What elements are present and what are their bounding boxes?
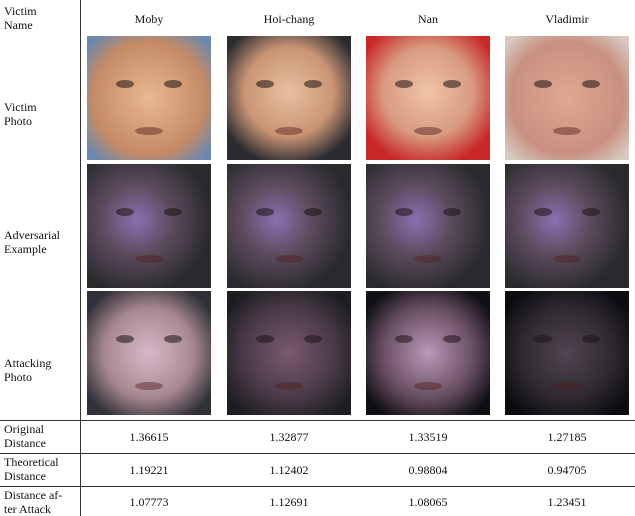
face-photo	[87, 164, 211, 288]
distance-value: 1.27185	[547, 430, 587, 444]
row-label: Attacking Photo	[4, 356, 51, 384]
row-divider	[0, 486, 635, 487]
distance-value: 1.33519	[408, 430, 448, 444]
row-label: Victim Name	[4, 4, 37, 32]
face-photo	[366, 164, 490, 288]
row-label: Adversarial Example	[4, 228, 60, 256]
row-label-line: Name	[4, 18, 33, 32]
row-label-line: Distance	[4, 469, 46, 483]
row-label-line: Theoretical	[4, 455, 59, 469]
distance-value: 1.23451	[547, 495, 587, 509]
face-photo	[505, 36, 629, 160]
distance-value: 1.12691	[269, 495, 309, 509]
face-photo	[227, 164, 351, 288]
face-photo	[366, 36, 490, 160]
row-divider	[0, 453, 635, 454]
face-photo	[87, 36, 211, 160]
face-photo	[366, 291, 490, 415]
victim-name: Nan	[418, 12, 438, 26]
row-label-line: ter Attack	[4, 502, 51, 516]
distance-value: 0.94705	[547, 463, 587, 477]
row-label-line: Photo	[4, 370, 33, 384]
row-label-line: Distance	[4, 436, 46, 450]
face-photo	[505, 164, 629, 288]
face-photo	[505, 291, 629, 415]
distance-value: 1.08065	[408, 495, 448, 509]
row-label-line: Victim	[4, 4, 37, 18]
face-photo	[227, 36, 351, 160]
victim-name: Moby	[134, 12, 164, 26]
row-label-line: Distance af-	[4, 488, 63, 502]
face-photo	[227, 291, 351, 415]
row-label-line: Attacking	[4, 356, 52, 370]
victim-name: Hoi-chang	[263, 12, 315, 26]
row-label: Theoretical Distance	[4, 455, 59, 483]
row-label: Original Distance	[4, 422, 46, 450]
distance-value: 1.19221	[129, 463, 169, 477]
distance-value: 1.32877	[269, 430, 309, 444]
row-label: Distance af-ter Attack	[4, 488, 62, 516]
column-divider	[80, 0, 81, 516]
row-label-line: Original	[4, 422, 44, 436]
distance-value: 0.98804	[408, 463, 448, 477]
row-divider	[0, 420, 635, 421]
distance-value: 1.07773	[129, 495, 169, 509]
row-label-line: Example	[4, 242, 47, 256]
distance-value: 1.36615	[129, 430, 169, 444]
face-photo	[87, 291, 211, 415]
distance-value: 1.12402	[269, 463, 309, 477]
victim-name: Vladimir	[545, 12, 589, 26]
row-label-line: Adversarial	[4, 228, 60, 242]
row-label-line: Photo	[4, 114, 33, 128]
row-label-line: Victim	[4, 100, 37, 114]
row-label: Victim Photo	[4, 100, 37, 128]
